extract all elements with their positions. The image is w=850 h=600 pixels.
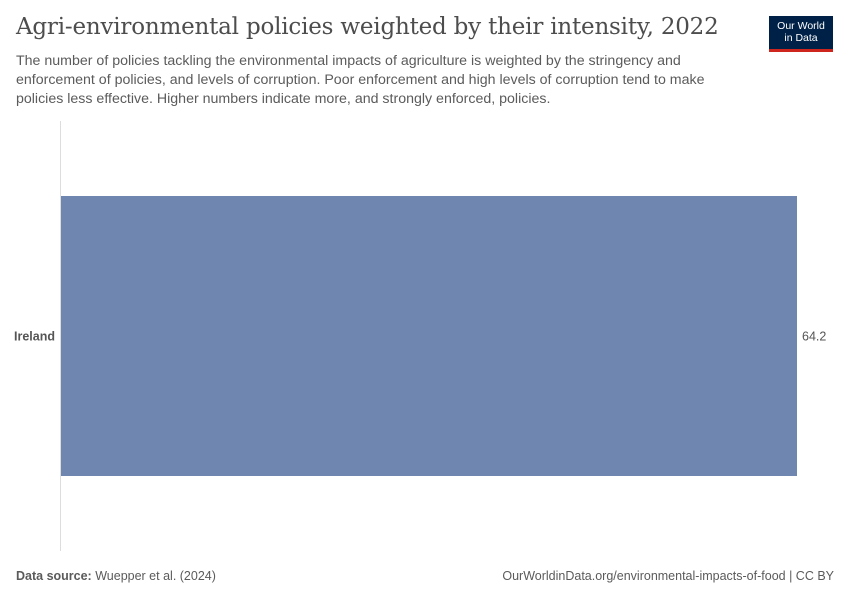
footer-url[interactable]: OurWorldinData.org/environmental-impacts… xyxy=(502,569,834,583)
data-source-link[interactable]: Wuepper et al. (2024) xyxy=(95,569,216,583)
category-label: Ireland xyxy=(14,330,55,344)
owid-logo[interactable]: Our World in Data xyxy=(769,16,833,52)
bar-ireland[interactable] xyxy=(61,196,797,476)
chart-subtitle: The number of policies tackling the envi… xyxy=(16,53,705,107)
data-source: Data source: Wuepper et al. (2024) xyxy=(16,569,216,583)
logo-line-2: in Data xyxy=(784,32,818,44)
data-source-label: Data source: xyxy=(16,569,92,583)
chart-title: Agri-environmental policies weighted by … xyxy=(16,14,719,40)
value-label: 64.2 xyxy=(802,330,826,344)
logo-line-1: Our World xyxy=(777,20,825,32)
